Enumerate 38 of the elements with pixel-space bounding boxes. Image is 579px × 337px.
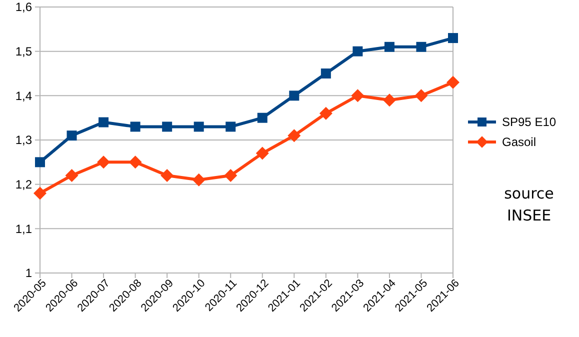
point <box>352 46 363 56</box>
point <box>384 42 394 52</box>
legend-label: SP95 E10 <box>502 115 556 130</box>
point <box>66 130 77 141</box>
point <box>351 89 364 102</box>
point <box>35 157 45 168</box>
point <box>256 146 269 160</box>
point <box>98 117 109 128</box>
point <box>319 106 332 120</box>
y-tick-label: 1,4 <box>15 88 32 103</box>
point <box>130 122 140 132</box>
legend-label: Gasoil <box>502 135 536 150</box>
point <box>224 168 238 182</box>
y-tick-label: 1 <box>25 266 32 280</box>
point <box>320 68 331 78</box>
point <box>194 122 204 132</box>
point <box>162 122 172 132</box>
point <box>65 168 78 182</box>
y-tick-label: 1,5 <box>15 44 32 59</box>
y-tick-label: 1,3 <box>15 133 32 148</box>
point <box>192 173 206 186</box>
y-tick-label: 1,2 <box>15 178 32 192</box>
point <box>382 94 396 107</box>
point <box>128 156 142 169</box>
point <box>288 129 301 142</box>
point <box>414 89 428 102</box>
point <box>226 122 236 132</box>
point <box>257 112 268 123</box>
source-note: source INSEE <box>504 184 554 224</box>
point <box>97 156 110 169</box>
point <box>289 90 300 101</box>
point <box>34 186 46 200</box>
point <box>160 168 174 182</box>
y-tick-label: 1,6 <box>15 0 32 14</box>
point <box>416 42 426 52</box>
point <box>448 33 458 44</box>
y-tick-label: 1,1 <box>15 222 32 236</box>
point <box>446 76 460 89</box>
